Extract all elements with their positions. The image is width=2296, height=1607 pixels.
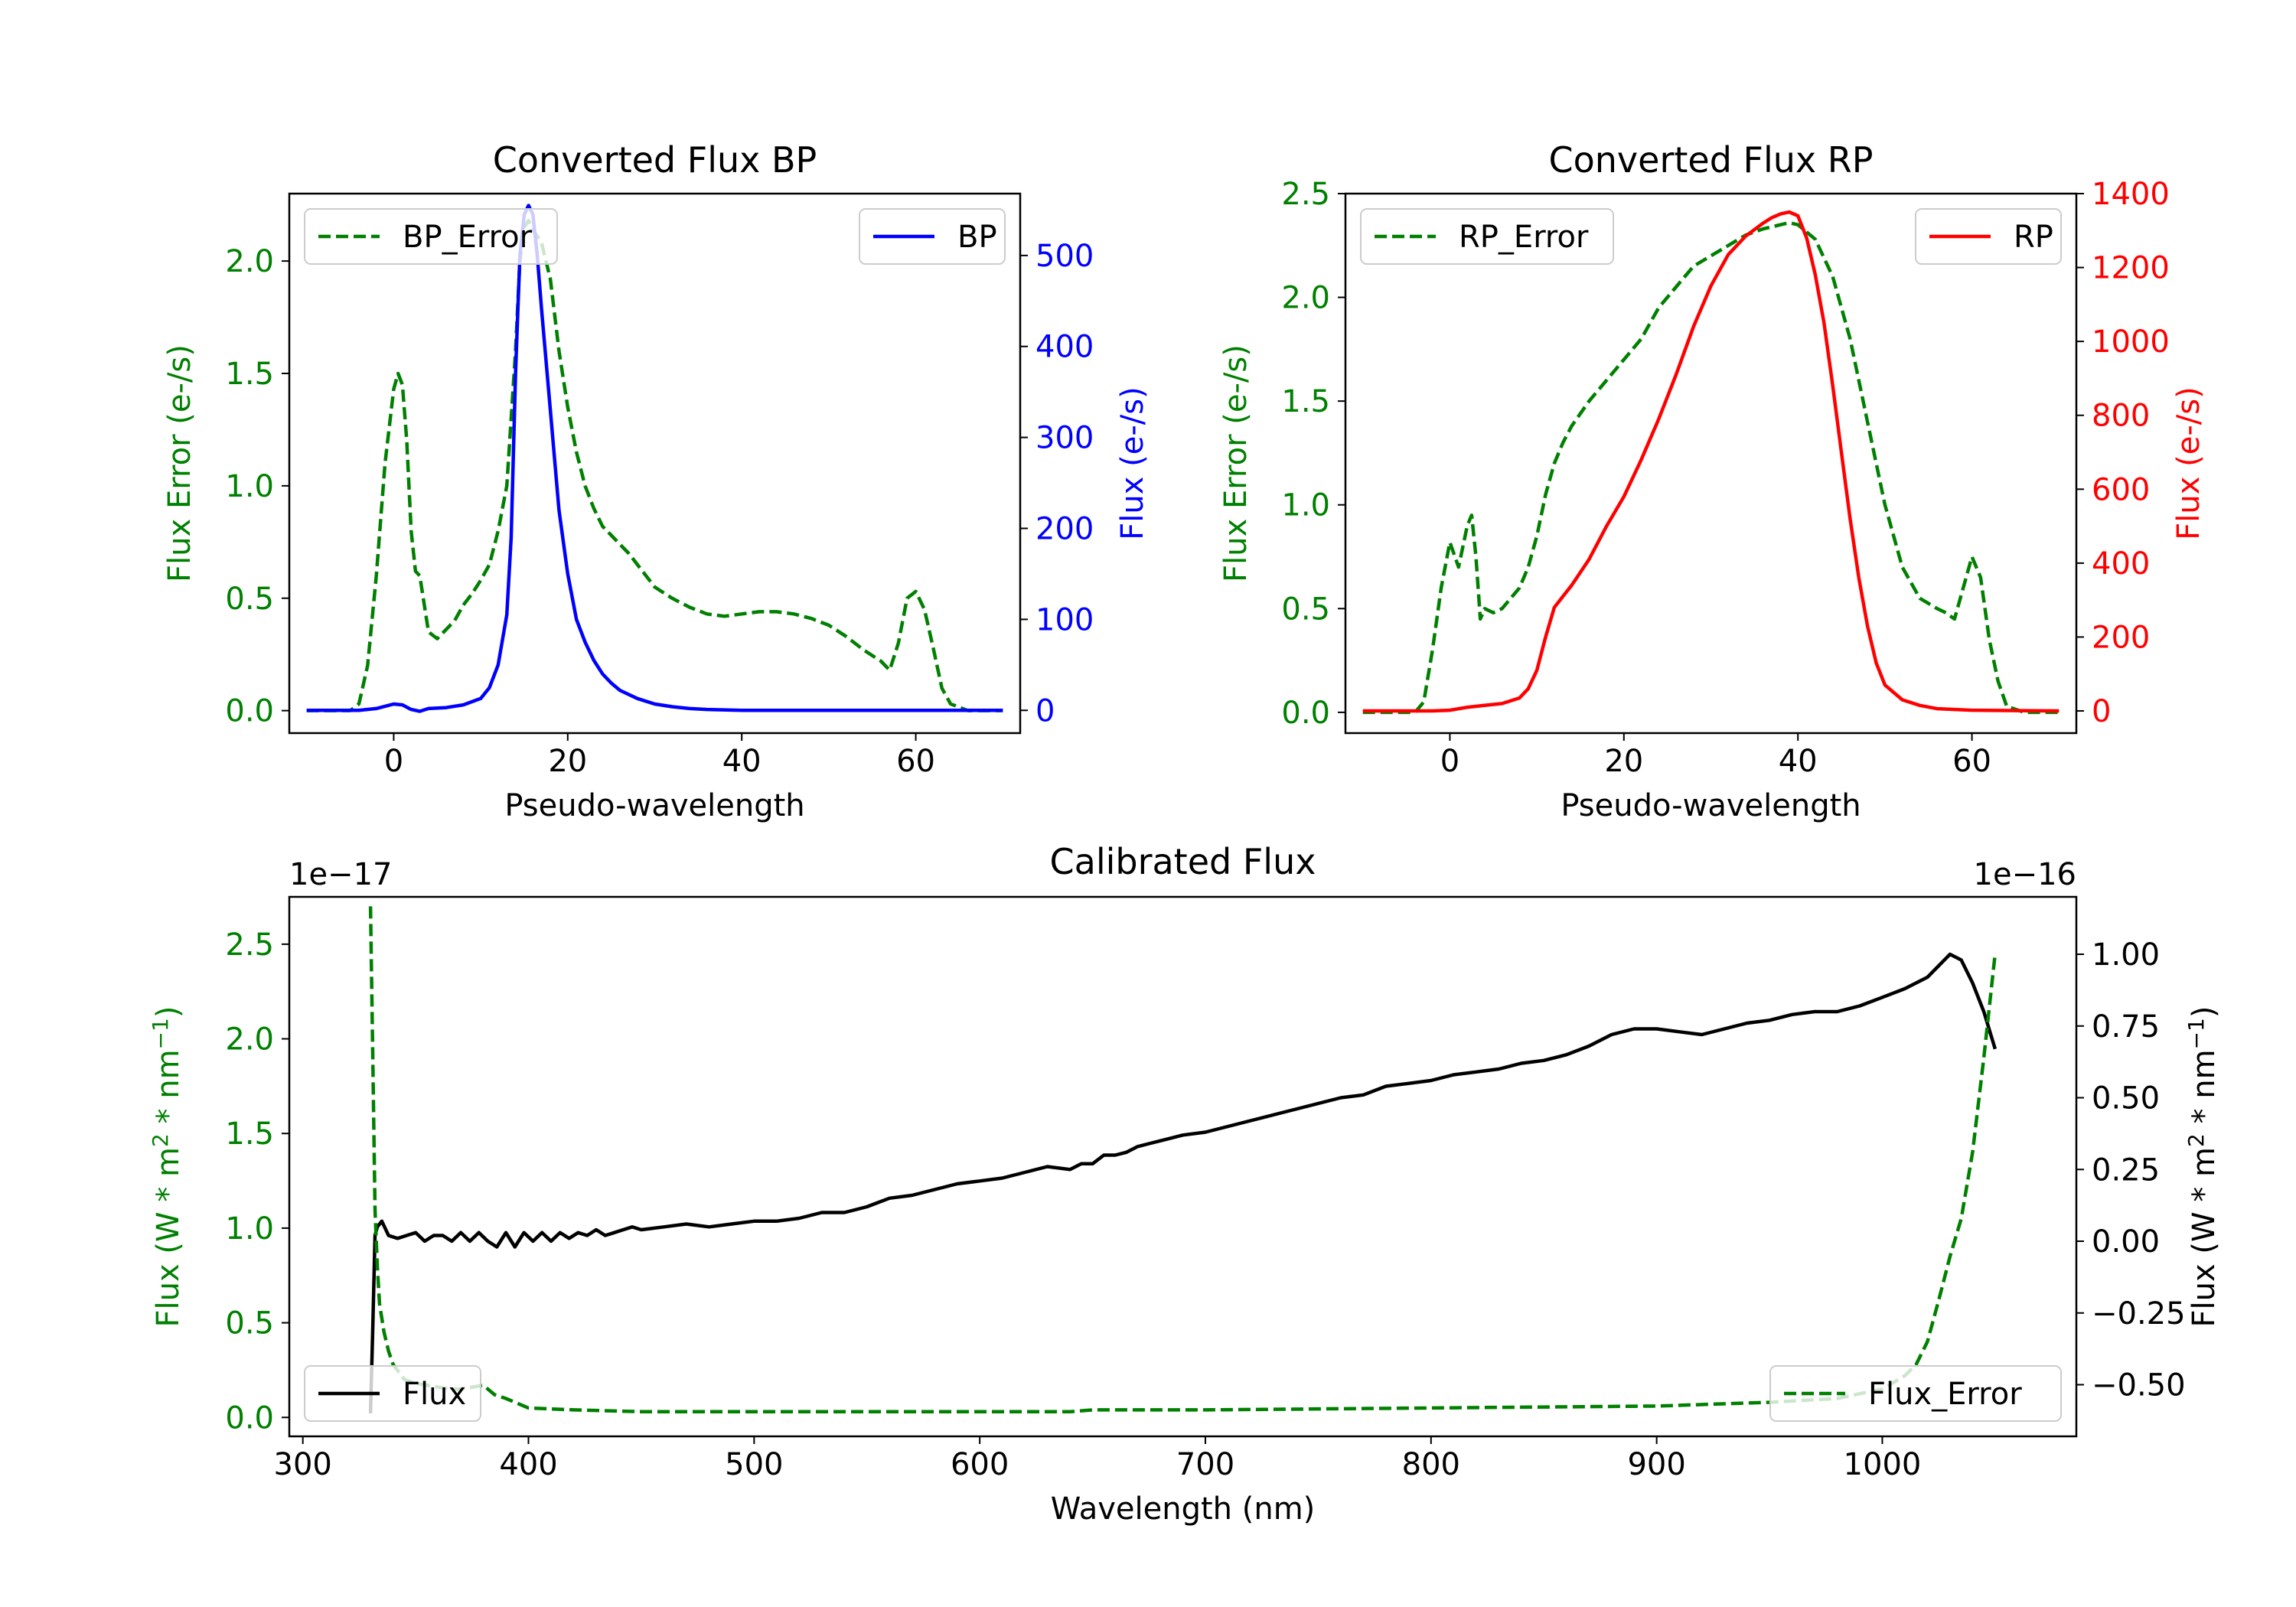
right-tick-label: 100 bbox=[1035, 602, 1094, 637]
legend-rp-error: RP_Error bbox=[1360, 208, 1614, 265]
left-tick-label: 0.5 bbox=[1281, 592, 1330, 627]
x-tick-label: 800 bbox=[1402, 1447, 1460, 1482]
x-axis-label: Pseudo-wavelength bbox=[504, 788, 804, 823]
legend-label: RP_Error bbox=[1459, 220, 1589, 255]
left-axis-label: Flux Error (e-/s) bbox=[162, 344, 197, 582]
x-tick-label: 900 bbox=[1627, 1447, 1685, 1482]
x-tick-label: 700 bbox=[1176, 1447, 1234, 1482]
chart-rp: 0 20 40 60 Pseudo-wavelength 0.0 0.5 1.0 1.5 2.0 2… bbox=[1218, 139, 2206, 823]
legend-rp: RP bbox=[1915, 208, 2062, 265]
legend-label: RP bbox=[2014, 220, 2053, 255]
chart-title: Converted Flux BP bbox=[493, 139, 817, 181]
right-axis-label: Flux (e-/s) bbox=[2171, 386, 2206, 539]
legend-label: BP bbox=[957, 220, 997, 255]
legend-label: BP_Error bbox=[403, 220, 533, 255]
x-tick-label: 60 bbox=[1952, 744, 1991, 779]
x-tick-label: 20 bbox=[1604, 744, 1643, 779]
x-tick-label: 300 bbox=[274, 1447, 332, 1482]
x-tick-label: 40 bbox=[1779, 744, 1818, 779]
chart-bp: 0 20 40 60 Pseudo-wavelength 0.0 0.5 1.0 1.5 2.0 0… bbox=[162, 139, 1150, 823]
legend-box bbox=[304, 1365, 481, 1422]
right-offset-text: 1e−16 bbox=[1974, 857, 2076, 892]
left-tick-label: 1.0 bbox=[225, 1211, 274, 1247]
right-tick-label: 800 bbox=[2092, 399, 2150, 434]
right-tick-label: −0.50 bbox=[2092, 1368, 2186, 1403]
right-tick-label: 1000 bbox=[2092, 324, 2170, 360]
legend-label: Flux_Error bbox=[1868, 1377, 2022, 1412]
left-axis-label: Flux Error (e-/s) bbox=[1218, 344, 1254, 582]
left-tick-label: 0.0 bbox=[225, 694, 274, 729]
right-axis-label: Flux (W * m2 * nm−1) bbox=[2183, 1006, 2222, 1328]
right-tick-label: 0.00 bbox=[2092, 1224, 2160, 1260]
series-rp bbox=[1362, 210, 2060, 713]
left-tick-label: 2.0 bbox=[225, 1022, 274, 1058]
x-axis-label: Wavelength (nm) bbox=[1051, 1491, 1316, 1527]
series-flux-error bbox=[368, 906, 1998, 1414]
right-tick-label: 0.50 bbox=[2092, 1081, 2160, 1116]
x-tick-label: 400 bbox=[499, 1447, 557, 1482]
axes-frame bbox=[288, 192, 1022, 735]
left-tick-label: 2.5 bbox=[225, 927, 274, 963]
legend-box bbox=[1360, 208, 1614, 265]
right-tick-label: 0 bbox=[1035, 693, 1055, 729]
left-tick-label: 1.5 bbox=[1281, 384, 1330, 419]
x-axis-label: Pseudo-wavelength bbox=[1561, 788, 1861, 823]
x-tick-label: 20 bbox=[548, 744, 587, 779]
x-tick-label: 500 bbox=[725, 1447, 783, 1482]
left-offset-text: 1e−17 bbox=[289, 857, 392, 892]
right-tick-label: 500 bbox=[1035, 239, 1094, 274]
legend-box bbox=[304, 208, 558, 265]
right-tick-label: 400 bbox=[1035, 330, 1094, 365]
right-tick-label: 0 bbox=[2092, 694, 2111, 729]
left-axis-label: Flux (W * m2 * nm−1) bbox=[148, 1006, 186, 1328]
right-tick-label: 300 bbox=[1035, 421, 1094, 456]
axes-frame bbox=[1344, 192, 2078, 735]
left-tick-label: 0.5 bbox=[225, 1306, 274, 1341]
series-bp bbox=[306, 204, 1003, 713]
legend-label: Flux bbox=[403, 1377, 466, 1412]
left-tick-label: 2.0 bbox=[225, 244, 274, 279]
right-tick-label: 0.75 bbox=[2092, 1009, 2160, 1045]
right-tick-label: 200 bbox=[2092, 620, 2150, 655]
series-bp-error bbox=[306, 218, 1003, 712]
x-tick-label: 1000 bbox=[1844, 1447, 1922, 1482]
right-tick-label: 400 bbox=[2092, 546, 2150, 582]
right-tick-label: −0.25 bbox=[2092, 1296, 2186, 1332]
x-tick-label: 40 bbox=[722, 744, 762, 779]
left-tick-label: 0.5 bbox=[225, 582, 274, 617]
left-tick-label: 1.5 bbox=[225, 357, 274, 392]
left-tick-label: 1.0 bbox=[225, 469, 274, 504]
left-tick-label: 0.0 bbox=[1281, 696, 1330, 731]
left-tick-label: 2.5 bbox=[1281, 177, 1330, 212]
series-flux bbox=[368, 952, 1998, 1414]
x-tick-label: 600 bbox=[951, 1447, 1009, 1482]
x-tick-label: 60 bbox=[896, 744, 935, 779]
right-tick-label: 600 bbox=[2092, 472, 2150, 507]
legend-bp-error: BP_Error bbox=[304, 208, 558, 265]
right-tick-label: 1200 bbox=[2092, 251, 2170, 286]
chart-calibrated: 300 400 500 600 700 800 900 1000 Wavelength (nm)… bbox=[148, 841, 2222, 1527]
legend-flux-error: Flux_Error bbox=[1769, 1365, 2062, 1422]
x-tick-label: 0 bbox=[1440, 744, 1459, 779]
right-axis-label: Flux (e-/s) bbox=[1115, 386, 1150, 539]
axes-frame bbox=[288, 895, 2078, 1438]
chart-title: Converted Flux RP bbox=[1549, 139, 1874, 181]
left-tick-label: 2.0 bbox=[1281, 281, 1330, 316]
right-tick-label: 200 bbox=[1035, 512, 1094, 547]
left-tick-label: 0.0 bbox=[225, 1400, 274, 1436]
right-tick-label: 1400 bbox=[2092, 177, 2170, 212]
right-tick-label: 0.25 bbox=[2092, 1152, 2160, 1188]
left-tick-label: 1.0 bbox=[1281, 488, 1330, 523]
chart-title: Calibrated Flux bbox=[1050, 841, 1316, 882]
left-tick-label: 1.5 bbox=[225, 1116, 274, 1152]
x-tick-label: 0 bbox=[384, 744, 403, 779]
legend-bp: BP bbox=[859, 208, 1006, 265]
series-rp-error bbox=[1362, 220, 2060, 715]
legend-box bbox=[1769, 1365, 2062, 1422]
legend-flux: Flux bbox=[304, 1365, 481, 1422]
right-tick-label: 1.00 bbox=[2092, 937, 2160, 973]
